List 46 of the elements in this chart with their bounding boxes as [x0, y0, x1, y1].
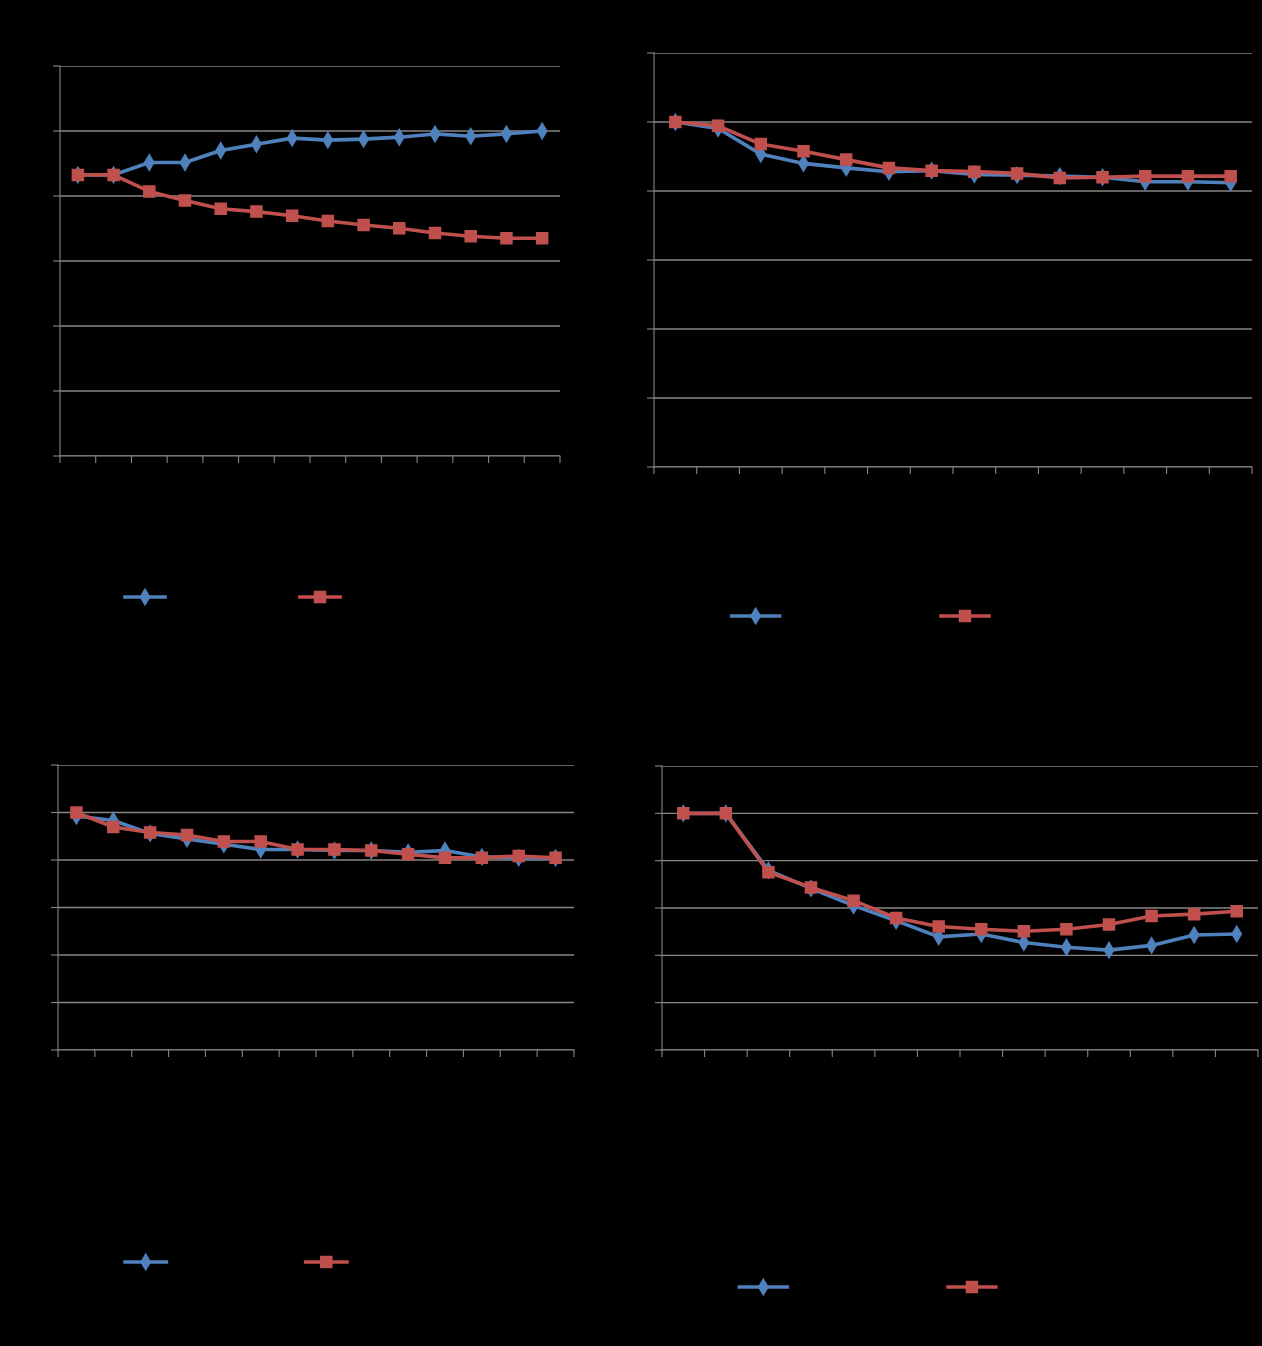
point: [143, 826, 157, 839]
point: [804, 881, 818, 894]
point: [839, 153, 853, 166]
point: [214, 202, 227, 215]
point: [285, 209, 299, 223]
point: [254, 835, 267, 848]
point: [968, 165, 981, 178]
point: [107, 820, 120, 834]
point: [1138, 169, 1152, 183]
point: [1053, 171, 1067, 185]
point: [1224, 169, 1237, 183]
point: [1017, 924, 1031, 938]
point: [1230, 905, 1243, 918]
point: [711, 119, 725, 133]
point: [754, 137, 768, 151]
point: [1181, 169, 1195, 183]
point: [401, 848, 415, 861]
point: [428, 226, 442, 240]
point: [1010, 167, 1024, 180]
point: [250, 205, 263, 218]
point: [847, 894, 860, 907]
point: [143, 185, 156, 198]
point: [180, 828, 194, 842]
point: [464, 230, 477, 243]
point: [393, 221, 406, 235]
point: [1187, 907, 1201, 921]
point: [1060, 923, 1073, 936]
point: [762, 866, 775, 879]
point: [797, 145, 810, 158]
point: [178, 194, 192, 207]
point: [889, 911, 903, 925]
point: [500, 231, 513, 245]
point: [70, 806, 83, 819]
point: [975, 923, 988, 936]
point: [475, 851, 489, 865]
point: [1145, 909, 1158, 923]
point: [512, 849, 525, 863]
point: [535, 231, 549, 245]
point: [1102, 918, 1116, 931]
point: [438, 851, 452, 865]
point: [932, 920, 945, 933]
point: [357, 218, 370, 232]
point: [217, 835, 231, 848]
point: [328, 843, 341, 856]
point: [882, 161, 896, 175]
point: [321, 214, 335, 228]
